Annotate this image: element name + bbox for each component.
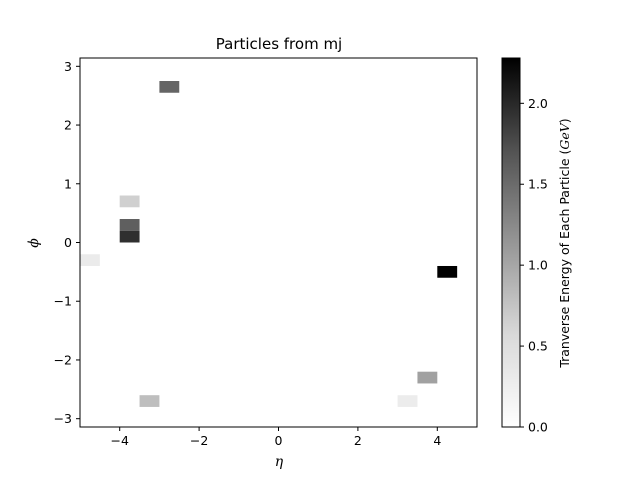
y-axis-ticks: −3 −2 −1 0 1 2 3 [54, 59, 80, 426]
colorbar-tick-label: 0.5 [528, 339, 548, 354]
x-tick-label: 0 [275, 433, 283, 448]
colorbar-label-unit: GeV [557, 121, 572, 149]
colorbar-label-suffix: ) [557, 118, 572, 123]
colorbar-tick-label: 0.0 [528, 420, 548, 435]
heatmap-cell-0 [159, 81, 180, 93]
x-tick-label: −4 [110, 433, 128, 448]
colorbar-label: Tranverse Energy of Each Particle (GeV) [557, 118, 572, 368]
colorbar-tick-label: 1.5 [528, 177, 548, 192]
heatmap-cell-2 [119, 219, 140, 231]
heatmap-cell-5 [437, 265, 458, 278]
colorbar-ticks: 0.0 0.5 1.0 1.5 2.0 [520, 96, 548, 435]
heatmap-cell-1 [119, 195, 140, 208]
chart-title: Particles from mj [216, 35, 342, 53]
heatmap-cell-4 [80, 254, 100, 266]
y-tick-label: −3 [54, 411, 72, 426]
x-tick-label: −2 [190, 433, 208, 448]
y-tick-label: 2 [64, 118, 72, 133]
heatmap-cell-6 [417, 371, 438, 384]
x-tick-label: 2 [354, 433, 362, 448]
y-tick-label: −2 [54, 352, 72, 367]
y-tick-label: 3 [64, 59, 72, 74]
x-tick-label: 4 [433, 433, 441, 448]
y-axis-label: ϕ [26, 238, 42, 248]
heatmap-cell-3 [119, 230, 140, 243]
colorbar-label-prefix: Tranverse Energy of Each Particle ( [557, 150, 572, 369]
colorbar-tick-label: 2.0 [528, 96, 548, 111]
y-tick-label: 1 [64, 176, 72, 191]
x-axis-label: η [275, 454, 284, 470]
x-axis-ticks: −4 −2 0 2 4 [110, 427, 441, 448]
y-tick-label: 0 [64, 235, 72, 250]
heatmap-cells [80, 81, 458, 407]
heatmap-cell-7 [139, 395, 160, 407]
colorbar [501, 57, 521, 428]
y-tick-label: −1 [54, 294, 72, 309]
heatmap-cell-8 [397, 395, 418, 407]
colorbar-tick-label: 1.0 [528, 258, 548, 273]
